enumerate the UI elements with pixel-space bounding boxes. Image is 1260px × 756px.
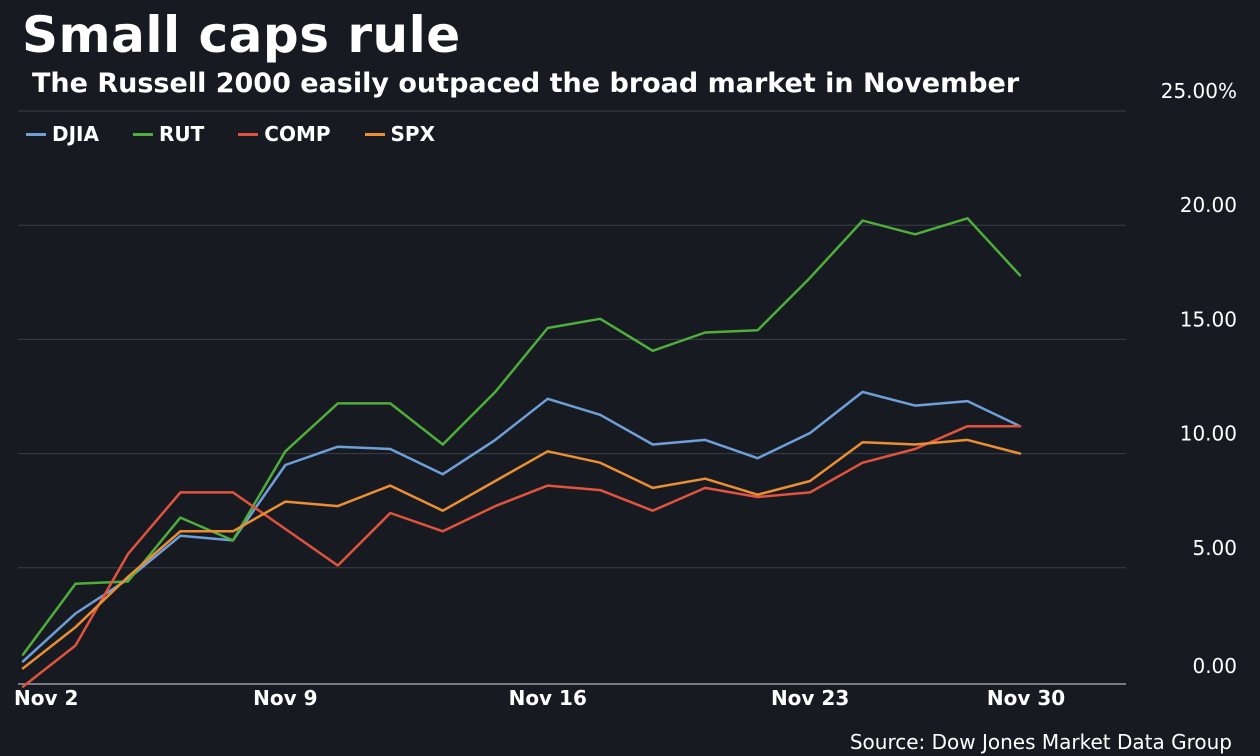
legend-item-comp: COMP — [238, 122, 331, 146]
x-tick-label: Nov 9 — [253, 686, 317, 710]
legend-label-comp: COMP — [264, 122, 331, 146]
legend-label-rut: RUT — [158, 122, 205, 146]
x-tick-label: Nov 23 — [771, 686, 849, 710]
chart-subtitle: The Russell 2000 easily outpaced the bro… — [32, 68, 1020, 99]
chart-title: Small caps rule — [22, 6, 461, 64]
series-line-rut — [21, 217, 1022, 656]
legend-label-spx: SPX — [390, 122, 435, 146]
series-line-comp — [21, 424, 1022, 688]
y-tick-label: 0.00 — [1192, 654, 1237, 678]
legend-item-rut: RUT — [132, 122, 205, 146]
x-tick-label: Nov 16 — [509, 686, 587, 710]
legend-swatch-djia — [26, 132, 46, 136]
legend-swatch-rut — [132, 132, 153, 136]
x-tick-label: Nov 30 — [987, 686, 1065, 710]
series-line-djia — [21, 390, 1022, 663]
y-tick-label: 5.00 — [1192, 536, 1237, 560]
y-tick-label: 10.00 — [1180, 422, 1237, 446]
y-tick-label: 25.00% — [1161, 79, 1237, 103]
y-tick-label: 15.00 — [1180, 307, 1237, 331]
series-line-spx — [21, 438, 1022, 670]
legend-label-djia: DJIA — [52, 122, 99, 146]
x-tick-label: Nov 2 — [14, 686, 78, 710]
legend: DJIA RUT COMP SPX — [26, 122, 435, 146]
source-note: Source: Dow Jones Market Data Group — [849, 730, 1232, 754]
legend-item-spx: SPX — [364, 122, 435, 146]
y-tick-label: 20.00 — [1180, 193, 1237, 217]
legend-swatch-comp — [238, 132, 259, 136]
legend-swatch-spx — [364, 132, 385, 136]
legend-item-djia: DJIA — [26, 122, 99, 146]
